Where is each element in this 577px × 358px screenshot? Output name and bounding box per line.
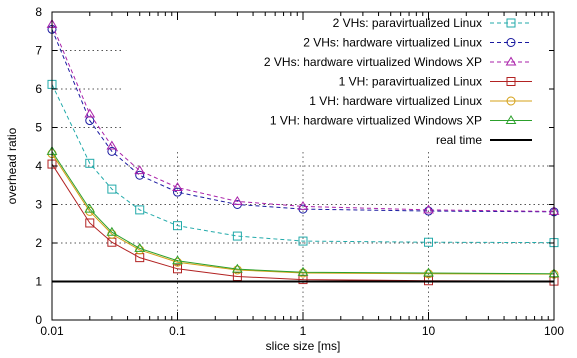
data-point-marker (85, 218, 95, 228)
legend-item: real time (436, 133, 532, 147)
data-point-marker (298, 268, 308, 278)
data-point-marker (134, 242, 146, 252)
data-point-marker (107, 184, 117, 194)
data-point-marker (172, 255, 183, 265)
data-point-marker (506, 38, 516, 47)
series-line (51, 151, 555, 275)
y-axis-label: overhead ratio (5, 127, 19, 204)
data-point-marker (84, 203, 96, 213)
data-point-marker (173, 221, 182, 231)
legend-label: 2 VHs: hardware virtualized Windows XP (264, 55, 482, 69)
legend-item: 1 VH: paravirtualized Linux (339, 75, 532, 89)
axis-ticks: 0 1 2 3 4 5 6 7 8 0.01 0.1 1 10 100 (35, 5, 564, 338)
data-point-marker (297, 200, 309, 210)
legend-item: 1 VH: hardware virtualized Linux (309, 94, 532, 108)
y-tick-label: 4 (35, 159, 42, 173)
data-point-marker (232, 265, 242, 275)
data-point-marker (506, 18, 516, 28)
legend-label: 2 VHs: hardware virtualized Linux (303, 36, 482, 50)
legend-label: 2 VHs: paravirtualized Linux (333, 16, 482, 30)
x-tick-label: 0.01 (40, 324, 64, 338)
data-point-marker (423, 204, 434, 214)
data-point-marker (84, 108, 96, 118)
y-tick-label: 6 (35, 82, 42, 96)
series-line (51, 153, 555, 275)
series-line (51, 84, 555, 244)
data-point-marker (505, 56, 517, 66)
legend-label: 1 VH: paravirtualized Linux (339, 75, 482, 89)
legend-item: 1 VH: hardware virtualized Windows XP (270, 114, 532, 128)
legend-label: 1 VH: hardware virtualized Linux (309, 94, 482, 108)
data-point-marker (231, 195, 243, 205)
data-point-marker (423, 267, 434, 277)
x-axis-label: slice size [ms] (266, 339, 341, 353)
y-tick-label: 7 (35, 44, 42, 58)
data-point-marker (506, 77, 516, 86)
data-point-marker (173, 264, 182, 274)
data-point-marker (297, 266, 309, 276)
data-point-marker (424, 269, 433, 279)
data-point-marker (173, 187, 182, 197)
series-line (51, 163, 555, 282)
y-tick-label: 5 (35, 121, 42, 135)
data-point-marker (172, 182, 183, 192)
legend-label: real time (436, 133, 482, 147)
y-tick-label: 0 (35, 313, 42, 327)
data-point-marker (424, 237, 433, 247)
x-tick-label: 0.1 (169, 324, 186, 338)
data-point-marker (106, 140, 118, 150)
legend-item: 2 VHs: paravirtualized Linux (333, 16, 532, 30)
x-tick-label: 1 (300, 324, 307, 338)
y-tick-label: 2 (35, 236, 42, 250)
data-point-marker (135, 170, 145, 180)
data-point-marker (107, 146, 117, 156)
grid-lines (52, 50, 554, 320)
series-6 (46, 145, 560, 278)
series-3 (46, 18, 560, 215)
legend-item: 2 VHs: hardware virtualized Linux (303, 36, 532, 50)
legend: 2 VHs: paravirtualized Linux 2 VHs: hardw… (264, 16, 532, 147)
series-5 (47, 149, 559, 279)
x-tick-label: 10 (422, 324, 436, 338)
series-4 (47, 159, 559, 286)
y-tick-label: 3 (35, 198, 42, 212)
plot-series (46, 18, 560, 286)
data-point-marker (135, 205, 145, 215)
data-point-marker (134, 165, 146, 175)
y-tick-label: 1 (35, 275, 42, 289)
data-point-marker (505, 115, 517, 124)
y-tick-label: 8 (35, 5, 42, 19)
data-point-marker (231, 263, 243, 273)
data-point-marker (298, 236, 308, 246)
x-tick-label: 100 (544, 324, 564, 338)
data-point-marker (106, 226, 118, 236)
data-point-marker (424, 206, 433, 216)
legend-item: 2 VHs: hardware virtualized Windows XP (264, 55, 532, 69)
data-point-marker (506, 96, 516, 106)
legend-label: 1 VH: hardware virtualized Windows XP (270, 114, 482, 128)
data-point-marker (232, 231, 242, 241)
data-point-marker (85, 158, 95, 168)
